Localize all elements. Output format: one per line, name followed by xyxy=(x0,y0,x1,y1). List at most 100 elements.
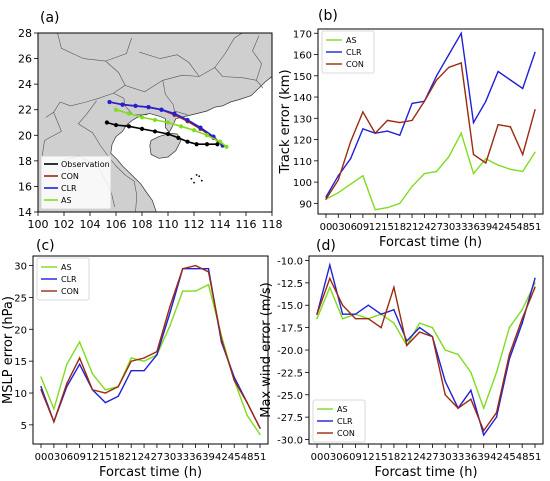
xtick-label: 42 xyxy=(215,452,228,463)
track-as-point xyxy=(204,133,210,138)
point-clr xyxy=(485,100,487,102)
point-con xyxy=(337,179,339,181)
legend-label: AS xyxy=(346,36,357,45)
point-con xyxy=(393,286,395,289)
point-as xyxy=(143,360,145,362)
point-con xyxy=(497,123,499,126)
map-island xyxy=(195,174,198,176)
point-clr xyxy=(169,312,171,315)
track-as-point xyxy=(152,117,158,123)
point-as xyxy=(534,282,536,284)
point-clr xyxy=(522,87,524,90)
point-con xyxy=(483,429,485,432)
xtick-label: 33 xyxy=(455,222,468,233)
xtick-label: 45 xyxy=(504,222,517,233)
point-clr xyxy=(399,134,401,137)
map-border xyxy=(139,51,200,77)
map-ytick-label: 16 xyxy=(18,180,32,193)
point-con xyxy=(91,389,94,391)
map-island xyxy=(193,181,195,184)
point-clr xyxy=(534,277,536,280)
point-clr xyxy=(337,175,339,177)
map-ytick-label: 24 xyxy=(18,78,32,91)
point-con xyxy=(78,357,81,359)
point-clr xyxy=(386,130,389,132)
point-con xyxy=(53,420,55,423)
xtick-label: 09 xyxy=(73,452,86,463)
point-as xyxy=(418,322,421,324)
xtick-label: 27 xyxy=(151,452,164,463)
track-as-point xyxy=(217,139,223,144)
map-border xyxy=(45,60,126,118)
point-con xyxy=(495,411,498,414)
track-clr-point xyxy=(107,99,112,105)
series-con xyxy=(40,264,261,429)
point-as xyxy=(497,164,499,166)
point-con xyxy=(508,353,511,356)
point-con xyxy=(194,264,197,267)
xtick-label: 45 xyxy=(503,452,516,463)
map-xtick-label: 114 xyxy=(210,218,231,231)
track-clr-point xyxy=(133,103,138,108)
point-as xyxy=(374,209,376,211)
ytick-label: 90 xyxy=(299,199,312,210)
map-island xyxy=(190,177,193,180)
point-con xyxy=(374,132,376,134)
xtick-label: 12 xyxy=(362,452,375,463)
xtick-label: 12 xyxy=(86,452,99,463)
xtick-label: 39 xyxy=(477,452,490,463)
map-border xyxy=(214,33,243,68)
point-as xyxy=(104,389,107,391)
point-clr xyxy=(143,370,145,372)
xtick-label: 51 xyxy=(529,222,542,233)
point-as xyxy=(91,373,94,375)
map-ytick-label: 28 xyxy=(18,27,32,40)
xtick-label: 18 xyxy=(388,452,401,463)
point-con xyxy=(399,121,401,124)
xtick-label: 30 xyxy=(439,452,452,463)
xtick-label: 21 xyxy=(406,222,419,233)
map-border xyxy=(113,92,148,116)
point-con xyxy=(435,79,438,81)
map-tracks xyxy=(104,99,229,149)
track-observation-point xyxy=(176,135,181,140)
panel-label: (b) xyxy=(318,8,338,24)
point-con xyxy=(354,317,357,320)
point-con xyxy=(233,379,235,381)
legend-box xyxy=(36,257,90,301)
ytick-label: -20.0 xyxy=(277,346,303,357)
x-axis-title: Forcast time (h) xyxy=(379,235,482,250)
xtick-label: 06 xyxy=(336,452,349,463)
track-observation-point xyxy=(194,142,199,147)
map-legend-label: CLR xyxy=(61,184,77,193)
map-border xyxy=(57,33,132,62)
point-as xyxy=(207,283,210,286)
point-con xyxy=(444,394,446,396)
y-axis-title: Max wind error (m/s) xyxy=(259,282,274,417)
point-con xyxy=(325,198,327,200)
map-xtick-label: 104 xyxy=(80,218,101,231)
xtick-label: 42 xyxy=(492,222,505,233)
map-ytick-label: 26 xyxy=(18,53,32,66)
point-as xyxy=(53,408,55,410)
point-as xyxy=(508,326,511,329)
panel-b: 00 03 06 09 12 15 18 21 24 27 30 33 36 39 42 45 48 51 90 10… xyxy=(278,8,544,250)
point-con xyxy=(66,382,68,385)
point-clr xyxy=(472,121,475,124)
track-observation-point xyxy=(126,124,132,129)
point-con xyxy=(259,427,261,429)
ytick-label: 25 xyxy=(14,293,27,304)
point-clr xyxy=(497,70,499,73)
point-as xyxy=(448,155,450,158)
ytick-label: 20 xyxy=(14,325,27,336)
legend-label: CON xyxy=(61,287,79,296)
ytick-label: 15 xyxy=(14,357,27,368)
xtick-label: 18 xyxy=(112,452,125,463)
xtick-label: 33 xyxy=(452,452,465,463)
series-clr xyxy=(325,31,536,198)
point-clr xyxy=(156,354,158,356)
track-as xyxy=(115,108,227,148)
point-con xyxy=(460,62,462,64)
legend-label: CON xyxy=(346,60,364,69)
xtick-label: 27 xyxy=(430,222,443,233)
